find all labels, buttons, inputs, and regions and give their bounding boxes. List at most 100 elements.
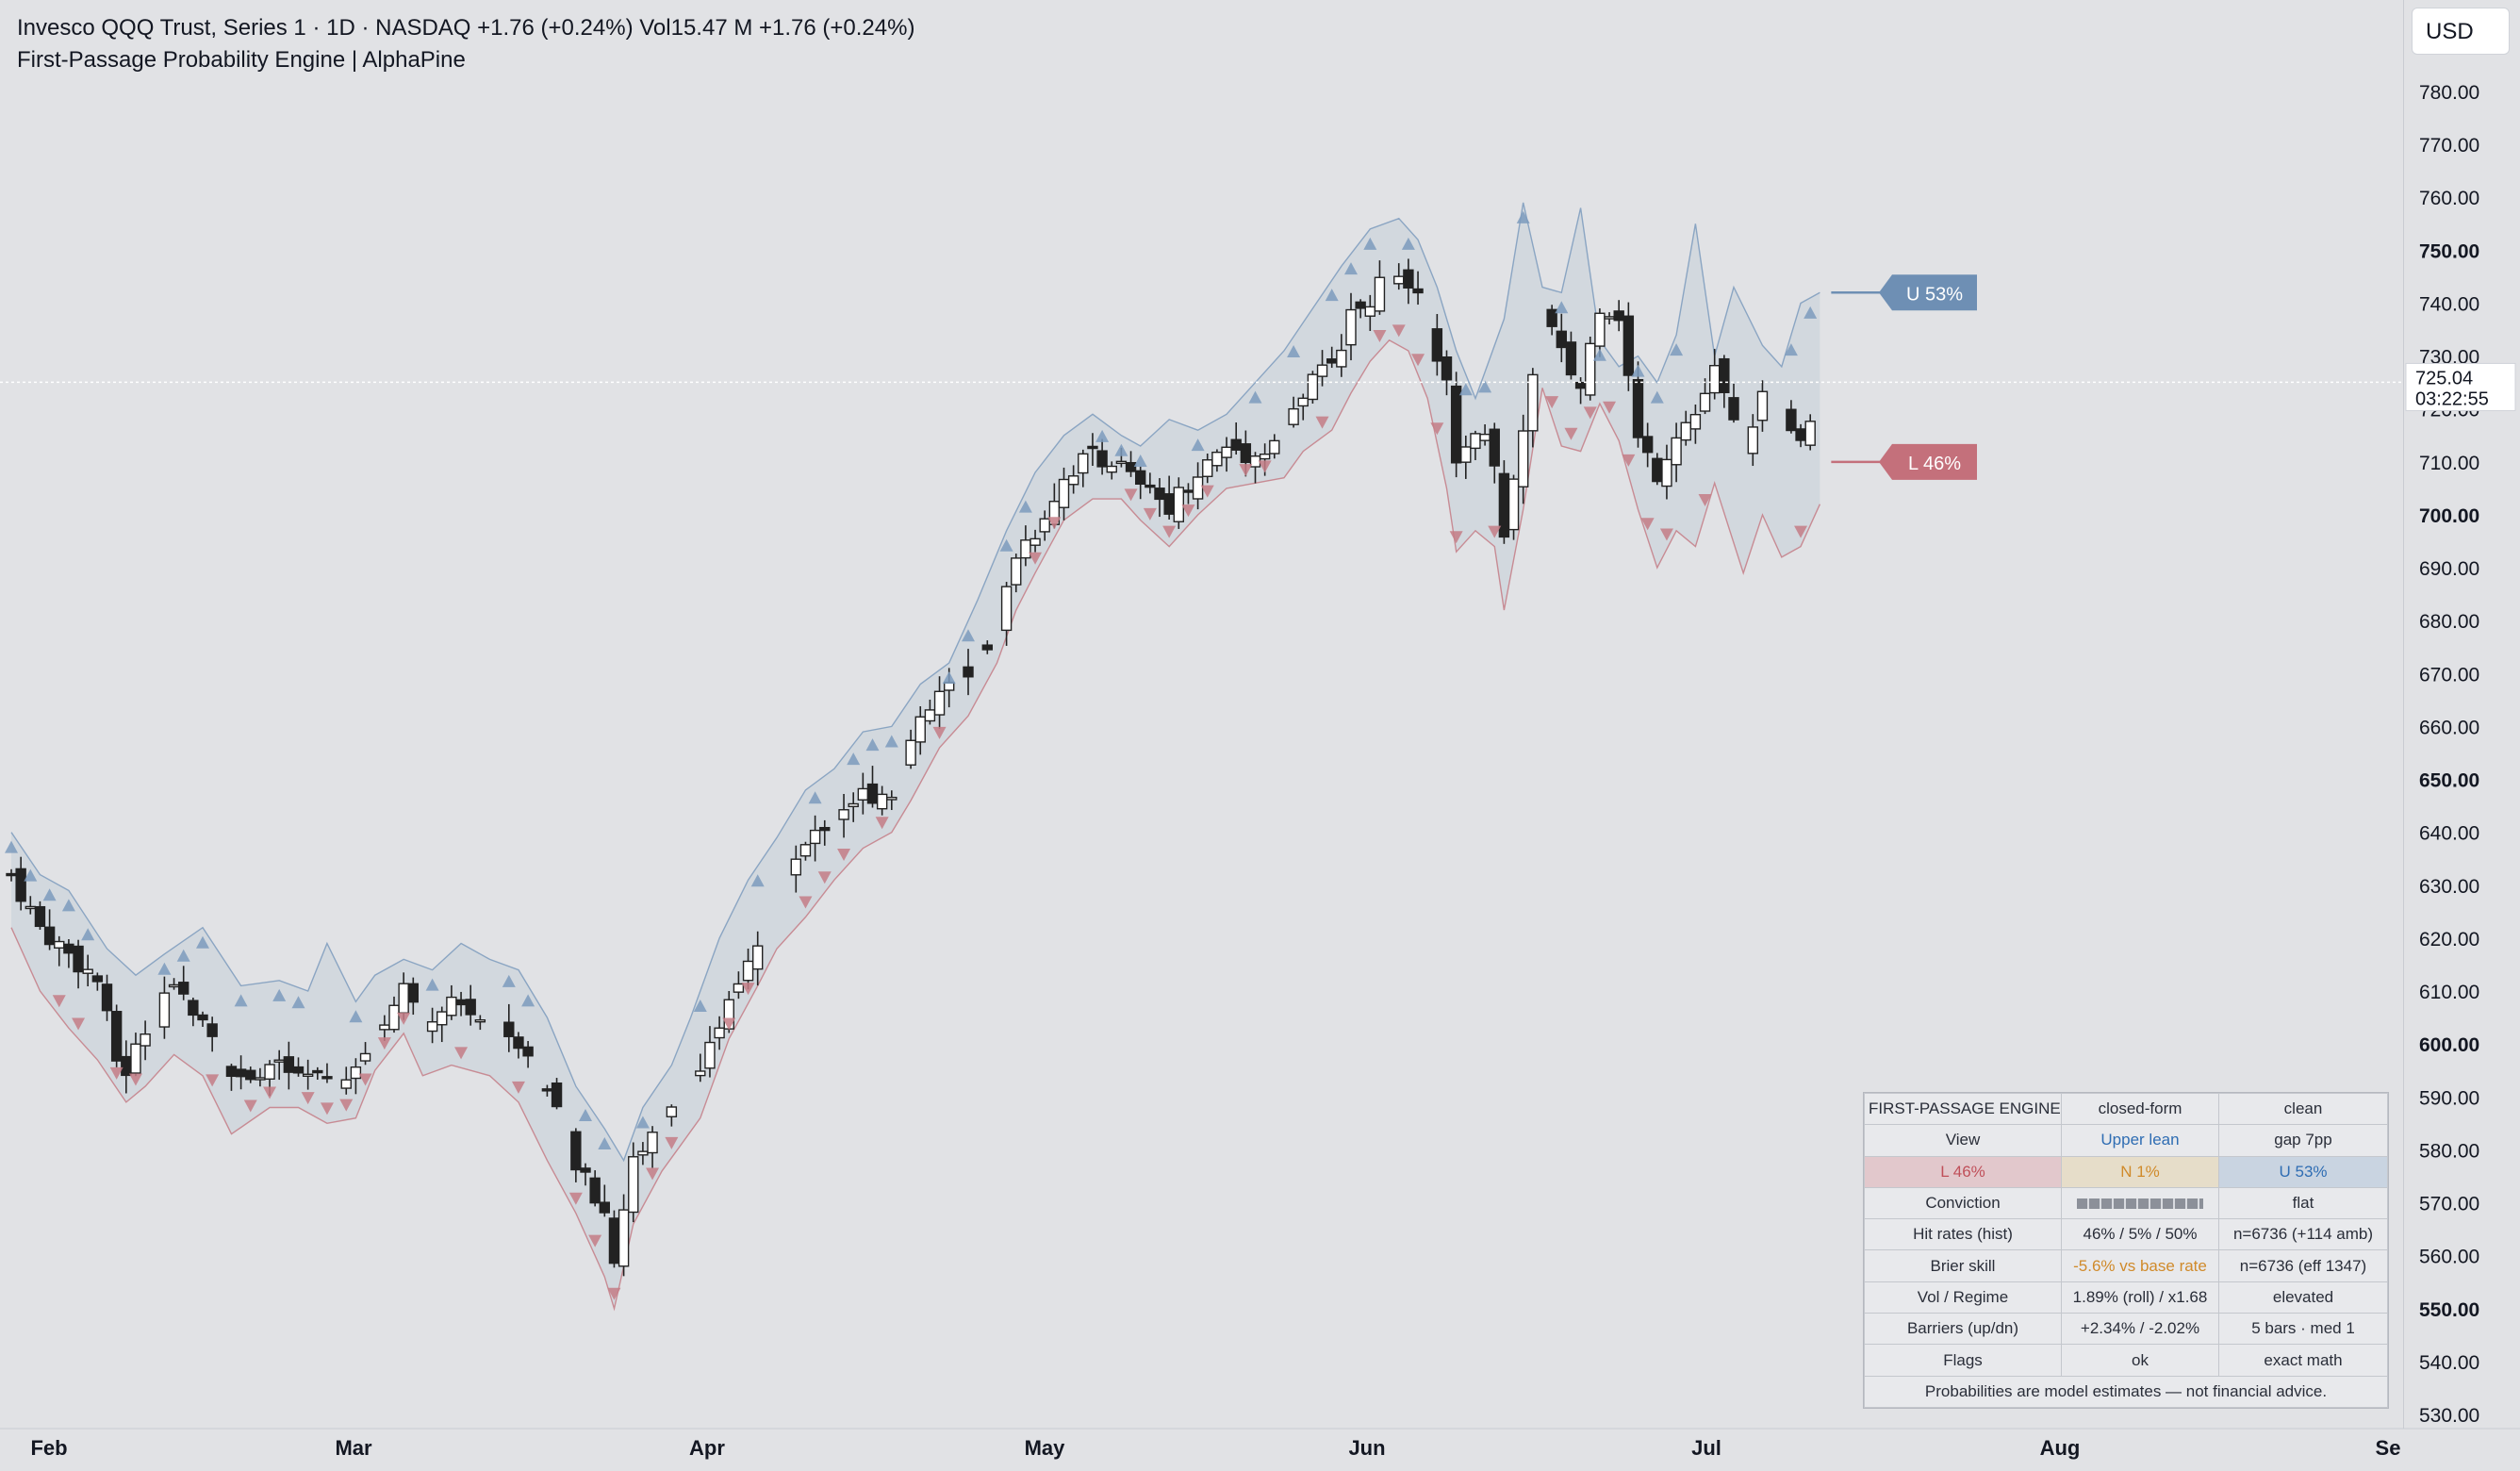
down-hit-marker — [1373, 329, 1387, 342]
down-hit-marker — [109, 1066, 124, 1080]
bull-candle — [1316, 364, 1328, 377]
axis-layer: 780.00770.00760.00750.00740.00730.00720.… — [30, 82, 2516, 1460]
bull-candle — [1374, 276, 1386, 312]
bear-candle — [15, 868, 26, 902]
month-tick-label: Jun — [1348, 1436, 1385, 1460]
down-hit-marker — [243, 1099, 257, 1113]
bull-candle — [1115, 460, 1128, 465]
bear-candle — [981, 644, 994, 651]
bull-candle — [1527, 373, 1539, 432]
up-hit-marker — [234, 994, 248, 1007]
bull-candle — [752, 945, 764, 970]
bear-candle — [1641, 436, 1654, 454]
panel-cell: ok — [2061, 1344, 2219, 1377]
down-hit-marker — [1181, 504, 1195, 518]
lower-band-line — [10, 339, 1821, 1312]
price-tick-label: 760.00 — [2419, 188, 2479, 209]
bear-candle — [283, 1056, 295, 1073]
month-tick-label: Se — [2376, 1436, 2401, 1460]
down-hit-marker — [1564, 427, 1578, 440]
bull-candle — [1173, 487, 1185, 522]
bear-candle — [963, 666, 974, 678]
up-hit-marker — [61, 899, 75, 912]
bear-candle — [101, 983, 113, 1012]
bull-candle — [1661, 458, 1672, 488]
price-tick-label: 730.00 — [2419, 347, 2479, 369]
up-hit-marker — [808, 791, 822, 804]
price-tick-label: 560.00 — [2419, 1247, 2479, 1268]
up-hit-marker — [521, 994, 535, 1007]
bull-candle — [1393, 275, 1405, 285]
down-hit-marker — [837, 848, 851, 861]
bear-candle — [551, 1082, 563, 1108]
price-tick-label: 600.00 — [2419, 1034, 2479, 1056]
bull-candle — [933, 690, 946, 716]
price-tick-label: 700.00 — [2419, 505, 2479, 527]
price-axis-panel[interactable] — [2403, 0, 2520, 1429]
bull-candle — [924, 709, 936, 722]
down-hit-marker — [320, 1102, 334, 1116]
up-hit-marker — [1631, 364, 1645, 377]
bull-candle — [264, 1064, 275, 1080]
bull-candle — [1192, 476, 1204, 500]
up-hit-marker — [1287, 345, 1301, 358]
bear-candle — [1546, 308, 1557, 327]
panel-method: closed-form — [2061, 1092, 2219, 1126]
bear-candle — [1412, 288, 1424, 294]
bear-candle — [1096, 450, 1108, 468]
down-hit-marker — [588, 1234, 602, 1248]
down-hit-marker — [72, 1017, 86, 1031]
bear-candle — [1182, 489, 1194, 493]
down-hit-marker — [301, 1092, 315, 1105]
bull-candle — [1249, 455, 1261, 468]
bear-candle — [1326, 358, 1338, 364]
lower-target-label-box — [1879, 443, 1977, 480]
panel-title: FIRST-PASSAGE ENGINE — [1864, 1092, 2062, 1126]
panel-row: Conviction flat — [1864, 1186, 2388, 1220]
up-hit-marker — [196, 935, 209, 949]
bear-candle — [1498, 472, 1510, 538]
bear-candle — [522, 1046, 534, 1057]
price-tick-label: 580.00 — [2419, 1140, 2479, 1162]
up-hit-marker — [1133, 455, 1147, 468]
bull-candle — [140, 1033, 151, 1047]
up-hit-marker — [42, 888, 57, 901]
panel-row: Hit rates (hist) 46% / 5% / 50% n=6736 (… — [1864, 1218, 2388, 1251]
bear-candle — [608, 1217, 620, 1264]
bear-candle — [1154, 488, 1165, 501]
down-hit-marker — [1392, 324, 1406, 338]
down-hit-marker — [1029, 552, 1043, 565]
panel-cell: elevated — [2218, 1281, 2388, 1314]
down-hit-marker — [358, 1073, 372, 1086]
bull-candle — [1000, 586, 1013, 632]
up-hit-marker — [1095, 429, 1110, 442]
down-hit-marker — [454, 1047, 469, 1060]
up-hit-marker — [693, 1000, 707, 1013]
up-hit-marker — [1344, 262, 1358, 275]
indicator-title[interactable]: First-Passage Probability Engine | Alpha… — [17, 47, 466, 73]
target-layer: U 53% L 46% — [0, 274, 2403, 480]
bull-candle — [54, 940, 65, 949]
bull-candle — [1747, 426, 1759, 455]
first-passage-panel: FIRST-PASSAGE ENGINE closed-form clean V… — [1863, 1092, 2389, 1409]
panel-cell: gap 7pp — [2218, 1124, 2388, 1157]
bear-candle — [541, 1088, 553, 1092]
up-hit-marker — [272, 988, 287, 1001]
down-hit-marker — [932, 726, 947, 739]
currency-button[interactable]: USD — [2412, 8, 2510, 55]
marker-layer — [5, 210, 1818, 1300]
bull-candle — [1470, 433, 1481, 450]
bull-candle — [1364, 306, 1376, 317]
bear-candle — [177, 982, 189, 995]
bull-candle — [1585, 342, 1596, 396]
up-hit-marker — [1670, 343, 1684, 356]
up-hit-marker — [962, 629, 975, 642]
bear-candle — [1163, 493, 1175, 515]
bear-candle — [465, 999, 476, 1016]
panel-cell: n=6736 (+114 amb) — [2218, 1218, 2388, 1251]
bull-candle — [25, 905, 36, 910]
price-tick-label: 540.00 — [2419, 1352, 2479, 1374]
panel-cell: Barriers (up/dn) — [1864, 1313, 2062, 1346]
bear-candle — [225, 1066, 238, 1078]
